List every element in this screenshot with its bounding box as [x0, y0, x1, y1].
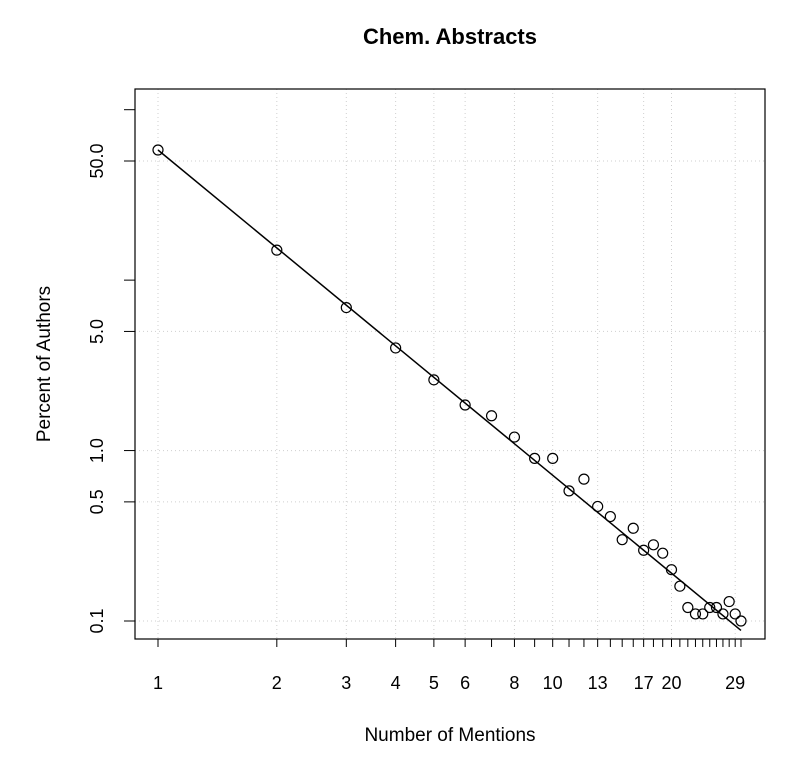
data-point — [717, 608, 729, 620]
data-point — [563, 485, 575, 497]
grid — [135, 89, 765, 639]
x-tick-label: 2 — [272, 673, 282, 693]
y-tick-label: 5.0 — [87, 319, 107, 344]
data-point — [647, 539, 660, 551]
data-point — [627, 522, 639, 534]
data-point — [529, 452, 541, 464]
x-tick-label: 6 — [460, 673, 470, 693]
data-point — [152, 144, 164, 156]
x-tick-label: 1 — [153, 673, 163, 693]
y-axis-label: Percent of Authors — [34, 286, 55, 442]
data-point — [704, 601, 716, 614]
data-point — [735, 615, 747, 627]
data-point — [428, 374, 440, 386]
x-tick-label: 20 — [661, 673, 681, 693]
y-tick-label: 0.5 — [87, 489, 107, 514]
x-axis-label: Number of Mentions — [364, 725, 535, 746]
x-tick-label: 13 — [588, 673, 608, 693]
data-point — [578, 473, 590, 485]
y-tick-label: 50.0 — [87, 143, 107, 178]
data-point — [665, 564, 678, 576]
data-point — [674, 580, 686, 592]
data-point — [729, 608, 741, 620]
y-axis: 0.1 0.5 1.0 5.0 50.0 — [87, 109, 135, 634]
x-axis: 1 2 3 4 5 6 8 10 13 17 20 29 — [153, 639, 745, 693]
x-tick-label: 17 — [634, 673, 654, 693]
x-tick-label: 8 — [509, 673, 519, 693]
data-point — [340, 301, 352, 314]
x-tick-label: 10 — [543, 673, 563, 693]
data-point — [390, 342, 402, 354]
plot-frame — [134, 88, 766, 640]
data-point — [682, 601, 694, 614]
data-point — [604, 510, 616, 523]
data-point — [547, 452, 559, 464]
data-point — [697, 608, 709, 620]
data-point — [657, 547, 669, 559]
data-point — [710, 601, 723, 614]
data-point — [508, 431, 521, 443]
data-point — [592, 500, 604, 513]
chart-title: Chem. Abstracts — [363, 24, 537, 49]
x-tick-label: 3 — [341, 673, 351, 693]
x-tick-label: 29 — [725, 673, 745, 693]
data-point — [616, 534, 628, 546]
data-point — [638, 544, 650, 556]
data-point — [459, 399, 471, 411]
x-tick-label: 5 — [429, 673, 439, 693]
y-tick-label: 1.0 — [87, 438, 107, 463]
points — [152, 144, 747, 627]
data-point — [723, 595, 735, 608]
data-point — [485, 410, 498, 422]
data-point — [271, 244, 283, 256]
y-tick-label: 0.1 — [87, 608, 107, 633]
x-tick-label: 4 — [391, 673, 401, 693]
fit-line — [157, 149, 742, 632]
data-point — [689, 608, 702, 620]
fit-line-group — [157, 149, 742, 632]
